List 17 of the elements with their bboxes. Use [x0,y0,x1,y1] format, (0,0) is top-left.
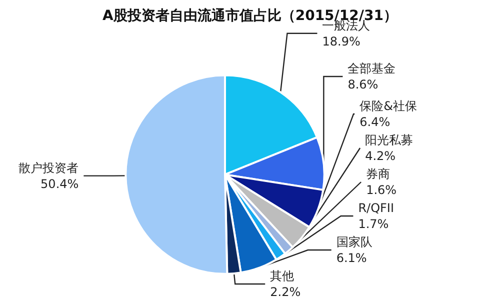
slice-label: 保险&社保 [360,99,417,113]
slice-label: 其他 [270,269,294,283]
data-label: 1.7% [358,217,389,231]
slice-label: R/QFII [358,201,394,215]
data-label: 6.1% [336,251,367,265]
data-label: 18.9% [322,34,360,48]
slice-label: 阳光私募 [365,133,414,147]
data-label: 50.4% [40,176,79,191]
slice-label: 券商 [366,167,390,181]
data-label: 6.4% [360,115,390,129]
slice-label: 散户投资者 [18,160,79,175]
data-label: 1.6% [366,183,397,197]
data-label: 8.6% [348,77,378,92]
slice-label: 全部基金 [348,61,396,76]
data-label: 2.2% [270,285,301,299]
slice-label: 国家队 [336,235,372,249]
data-label: 4.2% [365,149,396,163]
